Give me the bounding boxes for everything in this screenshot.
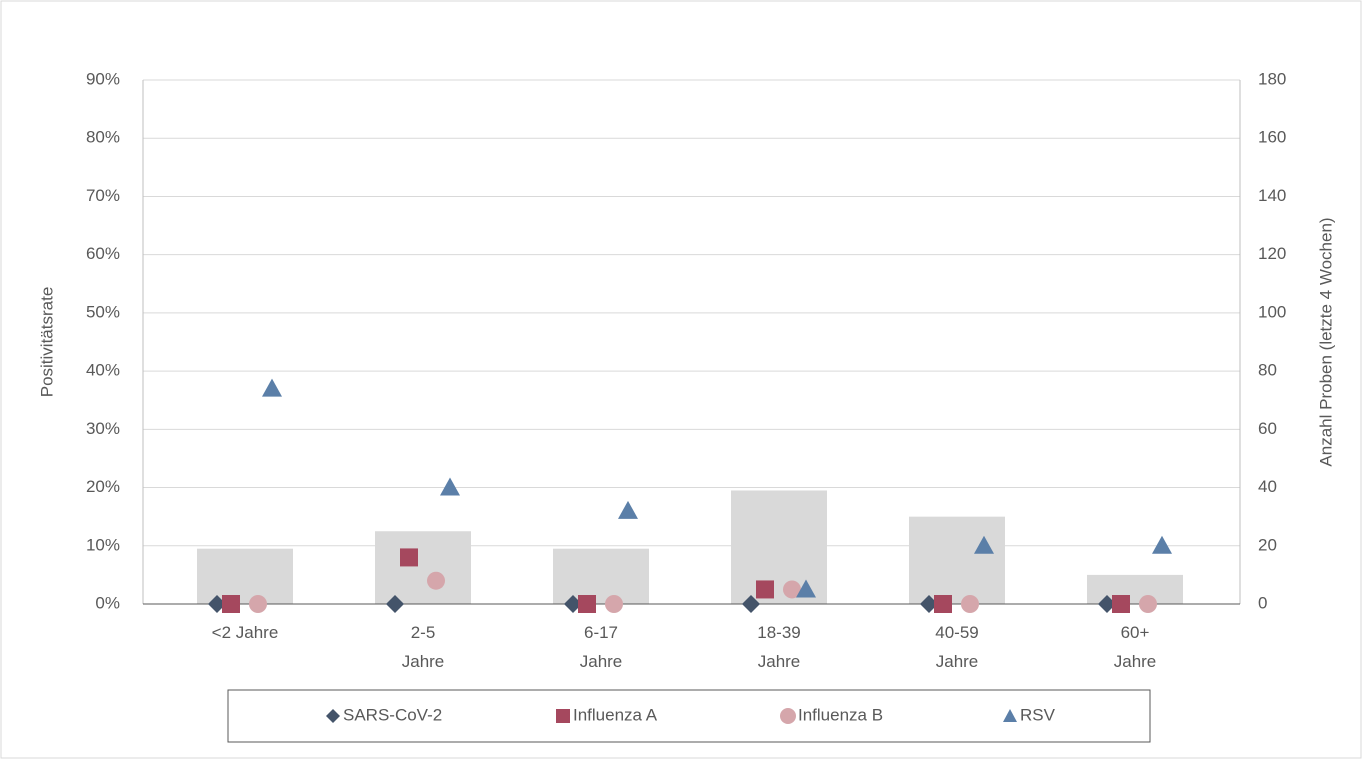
y2-axis-title: Anzahl Proben (letzte 4 Wochen)	[1316, 217, 1335, 466]
y2-tick-label: 140	[1258, 186, 1286, 205]
y2-tick-label: 0	[1258, 593, 1267, 612]
y-tick-label: 40%	[86, 361, 120, 380]
marker-point	[1139, 595, 1157, 613]
y2-tick-label: 120	[1258, 244, 1286, 263]
x-tick-label: 2-5 Jahre	[401, 623, 445, 671]
y2-tick-label: 20	[1258, 535, 1277, 554]
marker-point	[920, 595, 938, 613]
bar	[553, 548, 649, 604]
x-tick-label: 6-17 Jahre	[579, 623, 623, 671]
marker-point	[605, 595, 623, 613]
marker-point	[564, 595, 582, 613]
x-tick-label: 60+ Jahre	[1113, 623, 1157, 671]
legend-symbol	[556, 709, 570, 723]
bar	[909, 516, 1005, 604]
x-tick-label: 40-59 Jahre	[935, 623, 979, 671]
y-tick-label: 0%	[95, 593, 120, 612]
marker-point	[796, 579, 816, 598]
marker-point	[1098, 595, 1116, 613]
y-tick-label: 90%	[86, 69, 120, 88]
legend-symbol	[1003, 709, 1017, 722]
y2-tick-label: 40	[1258, 477, 1277, 496]
x-tick-label: <2 Jahre	[211, 623, 279, 642]
y-tick-label: 60%	[86, 244, 120, 263]
legend-box	[227, 689, 1151, 743]
bar	[375, 531, 471, 604]
marker-point	[934, 595, 952, 613]
marker-point	[262, 378, 282, 397]
marker-point	[974, 535, 994, 554]
y2-tick-label: 100	[1258, 302, 1286, 321]
y2-tick-label: 180	[1258, 69, 1286, 88]
x-tick-label: 18-39 Jahre	[757, 623, 801, 671]
y-tick-label: 30%	[86, 419, 120, 438]
y-tick-label: 80%	[86, 128, 120, 147]
legend-symbol	[780, 708, 796, 724]
marker-point	[1152, 535, 1172, 554]
legend-label: SARS-CoV-2	[343, 705, 442, 724]
marker-point	[427, 571, 445, 590]
marker-point	[756, 580, 774, 599]
marker-point	[961, 595, 979, 613]
marker-point	[618, 500, 638, 519]
legend-label: Influenza A	[573, 705, 658, 724]
marker-point	[578, 595, 596, 613]
y2-tick-label: 160	[1258, 128, 1286, 147]
bar	[1087, 574, 1183, 604]
marker-point	[742, 595, 760, 613]
y-tick-label: 70%	[86, 186, 120, 205]
marker-point	[208, 595, 226, 613]
y-axis-title: Positivitätsrate	[37, 287, 56, 398]
y2-tick-label: 60	[1258, 419, 1277, 438]
legend-symbol	[326, 709, 340, 723]
y2-tick-label: 80	[1258, 361, 1277, 380]
y-tick-label: 10%	[86, 535, 120, 554]
marker-point	[1112, 595, 1130, 613]
legend-label: RSV	[1020, 705, 1056, 724]
marker-point	[440, 477, 460, 496]
marker-point	[222, 595, 240, 613]
marker-point	[249, 595, 267, 613]
legend-label: Influenza B	[798, 705, 883, 724]
marker-point	[783, 580, 801, 599]
marker-point	[386, 595, 404, 613]
y-tick-label: 20%	[86, 477, 120, 496]
y-tick-label: 50%	[86, 302, 120, 321]
bar	[197, 548, 293, 604]
bar	[731, 490, 827, 604]
marker-point	[400, 548, 418, 567]
